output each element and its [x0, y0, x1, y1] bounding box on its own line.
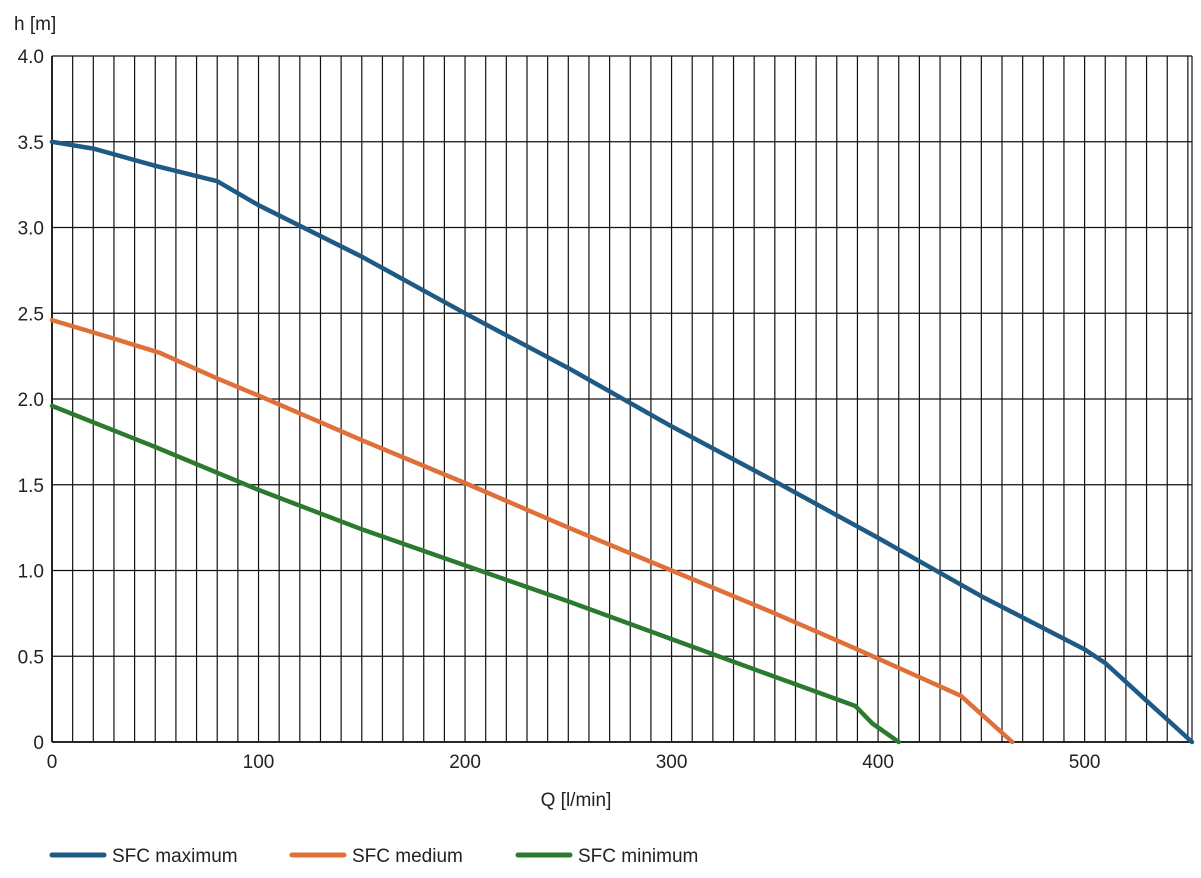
x-tick-label: 100: [243, 752, 275, 773]
legend-label: SFC minimum: [578, 846, 698, 867]
y-tick-label: 3.0: [18, 219, 44, 240]
legend-label: SFC maximum: [112, 846, 238, 867]
x-tick-label: 200: [449, 752, 481, 773]
tick-labels: 0 0.5 1.0 1.5 2.0 2.5 3.0 3.5 4.0 0 100 200 300 400 50…: [18, 47, 1101, 773]
x-tick-label: 0: [47, 752, 58, 773]
series-line-sfc-medium: [49, 317, 1015, 745]
x-tick-label: 400: [862, 752, 894, 773]
series-line-sfc-maximum: [49, 139, 1195, 745]
y-tick-label: 1.0: [18, 562, 44, 583]
legend: SFC maximum SFC medium SFC minimum: [49, 846, 698, 867]
legend-label: SFC medium: [352, 846, 463, 867]
y-tick-label: 2.0: [18, 390, 44, 411]
y-tick-label: 2.5: [18, 304, 44, 325]
series-line-sfc-minimum: [49, 403, 901, 745]
y-tick-label: 3.5: [18, 133, 44, 154]
y-axis-title: h [m]: [14, 14, 56, 35]
x-axis-title: Q [l/min]: [541, 790, 612, 811]
x-tick-label: 300: [656, 752, 688, 773]
y-tick-label: 0.5: [18, 647, 44, 668]
series-lines: [49, 139, 1195, 745]
x-tick-label: 500: [1069, 752, 1101, 773]
y-tick-label: 0: [33, 733, 44, 754]
y-tick-label: 4.0: [18, 47, 44, 68]
y-tick-label: 1.5: [18, 476, 44, 497]
